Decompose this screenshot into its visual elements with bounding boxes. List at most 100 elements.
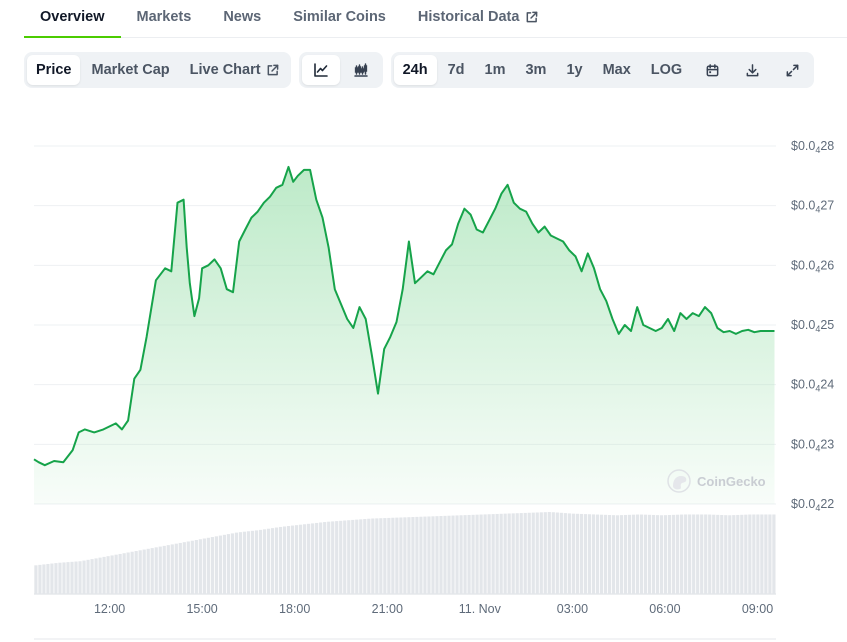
- volume-bars: [34, 512, 776, 594]
- volume-bar: [467, 514, 471, 594]
- y-tick-label: $0.0424: [791, 378, 834, 394]
- range-1m-label: 1m: [484, 62, 506, 78]
- volume-bar: [740, 514, 744, 594]
- volume-bar: [319, 522, 323, 594]
- volume-bar: [110, 555, 114, 594]
- price-chart[interactable]: $0.0428 $0.0427 $0.0426 $0.0425 $0.0424 $0.04…: [0, 100, 847, 642]
- x-tick-label: 18:00: [279, 602, 310, 616]
- download-button[interactable]: [733, 55, 771, 85]
- volume-bar: [395, 517, 399, 594]
- candlestick-chart-button[interactable]: [342, 55, 380, 85]
- range-max-label: Max: [602, 62, 631, 78]
- y-tick-label: $0.0422: [791, 497, 834, 513]
- volume-bar: [74, 561, 78, 594]
- tab-historical-data-label: Historical Data: [417, 9, 520, 25]
- tab-news[interactable]: News: [207, 0, 277, 37]
- volume-bar: [431, 516, 435, 594]
- volume-bar: [266, 528, 271, 594]
- volume-bar: [186, 541, 190, 594]
- volume-bar: [214, 536, 218, 594]
- line-chart-icon: [313, 63, 328, 77]
- price-button[interactable]: Price: [27, 55, 81, 85]
- range-3m-button[interactable]: 3m: [516, 55, 555, 85]
- range-1m-button[interactable]: 1m: [476, 55, 515, 85]
- tab-historical-data[interactable]: Historical Data: [402, 0, 555, 37]
- range-7d-label: 7d: [447, 62, 465, 78]
- x-tick-label: 15:00: [186, 602, 217, 616]
- volume-bar: [704, 514, 708, 594]
- market-cap-button[interactable]: Market Cap: [82, 55, 178, 85]
- volume-bar: [435, 516, 439, 594]
- x-tick-label: 12:00: [94, 602, 125, 616]
- volume-bar: [643, 514, 648, 594]
- chart-type-group: [298, 52, 383, 88]
- volume-bar: [246, 531, 251, 594]
- range-max-button[interactable]: Max: [594, 55, 640, 85]
- volume-bar: [134, 551, 138, 594]
- volume-bar: [491, 514, 495, 594]
- volume-bar: [511, 513, 515, 594]
- volume-bar: [756, 514, 760, 594]
- volume-bar: [563, 513, 567, 594]
- volume-bar: [323, 522, 327, 594]
- volume-bar: [535, 512, 539, 594]
- volume-bar: [234, 532, 239, 594]
- log-scale-button[interactable]: LOG: [642, 55, 691, 85]
- tab-similar-coins-label: Similar Coins: [293, 9, 386, 25]
- volume-bar: [383, 518, 387, 594]
- tab-markets[interactable]: Markets: [121, 0, 208, 37]
- line-chart-button[interactable]: [301, 55, 340, 85]
- volume-bar: [411, 517, 415, 594]
- volume-bar: [379, 518, 383, 594]
- range-group: 24h 7d 1m 3m 1y Max LOG: [390, 52, 815, 88]
- volume-bar: [295, 525, 299, 594]
- volume-bar: [728, 515, 732, 594]
- volume-bar: [98, 557, 102, 594]
- volume-bar: [106, 556, 110, 594]
- metric-group: Price Market Cap Live Chart: [24, 52, 291, 88]
- volume-bar: [439, 516, 443, 594]
- volume-bar: [178, 542, 182, 594]
- volume-bar: [575, 513, 579, 594]
- volume-bar: [619, 515, 624, 594]
- volume-bar: [226, 534, 231, 594]
- volume-bar: [623, 514, 628, 594]
- volume-bar: [66, 562, 70, 594]
- tab-overview[interactable]: Overview: [24, 0, 121, 38]
- volume-bar: [286, 526, 291, 594]
- volume-bar: [447, 515, 451, 594]
- range-7d-button[interactable]: 7d: [439, 55, 474, 85]
- volume-bar: [299, 524, 303, 594]
- volume-bar: [463, 515, 467, 594]
- log-scale-label: LOG: [650, 62, 683, 78]
- volume-bar: [154, 547, 158, 594]
- fullscreen-button[interactable]: [773, 55, 811, 85]
- tab-news-label: News: [223, 9, 262, 25]
- tab-overview-label: Overview: [40, 9, 105, 25]
- volume-bar: [142, 549, 146, 594]
- volume-bar: [34, 565, 38, 594]
- volume-bar: [202, 538, 206, 594]
- volume-bar: [680, 514, 684, 594]
- volume-bar: [499, 513, 503, 594]
- range-24h-button[interactable]: 24h: [393, 55, 437, 85]
- volume-bar: [571, 513, 575, 594]
- volume-bar: [688, 514, 692, 594]
- volume-bar: [146, 548, 150, 594]
- range-1y-button[interactable]: 1y: [557, 55, 591, 85]
- volume-bar: [607, 514, 612, 594]
- x-axis-labels: 12:00 15:00 18:00 21:00 11. Nov 03:00 06:00 09:…: [94, 602, 773, 616]
- market-cap-button-label: Market Cap: [91, 62, 170, 78]
- x-tick-label: 03:00: [557, 602, 588, 616]
- volume-bar: [696, 514, 700, 594]
- volume-bar: [222, 534, 227, 594]
- volume-bar: [495, 513, 499, 594]
- calendar-button[interactable]: [693, 55, 731, 85]
- live-chart-button[interactable]: Live Chart: [181, 55, 288, 85]
- volume-bar: [768, 514, 772, 594]
- volume-bar: [668, 515, 672, 594]
- volume-bar: [515, 513, 519, 594]
- volume-bar: [451, 515, 455, 594]
- volume-bar: [238, 532, 243, 594]
- tab-similar-coins[interactable]: Similar Coins: [277, 0, 402, 37]
